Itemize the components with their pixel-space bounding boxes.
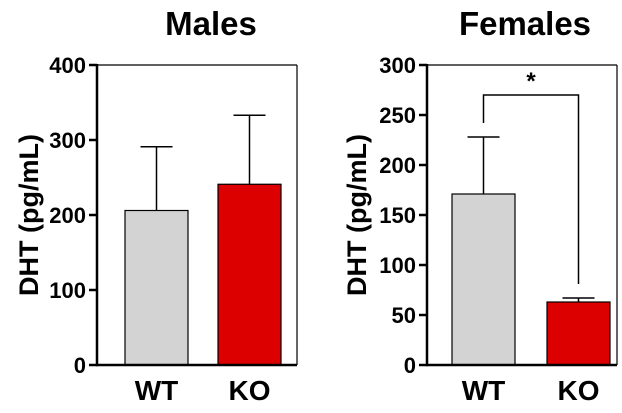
- x-tick-label: WT: [135, 375, 179, 406]
- panel-males: Males DHT (pg/mL) WT KO 0 100 200 300 400: [14, 5, 298, 406]
- y-tick-label: 100: [49, 278, 86, 303]
- significance-marker: *: [526, 68, 536, 95]
- y-tick-label: 0: [74, 353, 86, 378]
- y-tick-label: 150: [379, 203, 416, 228]
- y-tick-label: 400: [49, 53, 86, 78]
- y-tick-label: 300: [49, 128, 86, 153]
- y-tick-label: 200: [379, 153, 416, 178]
- y-tick-label: 250: [379, 103, 416, 128]
- x-tick-label: KO: [229, 375, 271, 406]
- panel-females: Females DHT (pg/mL) WT KO 0 50 100 150 200 250 300…: [342, 5, 618, 406]
- bar-wt: [124, 209, 189, 366]
- chart-title: Males: [165, 5, 257, 42]
- y-tick-label: 300: [379, 53, 416, 78]
- y-axis-label: DHT (pg/mL): [14, 134, 44, 296]
- bar-wt: [451, 193, 516, 366]
- y-tick-label: 50: [392, 303, 416, 328]
- y-tick-label: 0: [404, 353, 416, 378]
- chart-title: Females: [459, 5, 591, 42]
- y-tick-label: 200: [49, 203, 86, 228]
- y-tick-label: 100: [379, 253, 416, 278]
- x-tick-label: WT: [462, 375, 506, 406]
- x-tick-label: KO: [558, 375, 600, 406]
- significance-bracket: [482, 94, 580, 284]
- bar-ko: [217, 183, 282, 366]
- bar-ko: [546, 301, 611, 366]
- y-axis-label: DHT (pg/mL): [342, 134, 372, 296]
